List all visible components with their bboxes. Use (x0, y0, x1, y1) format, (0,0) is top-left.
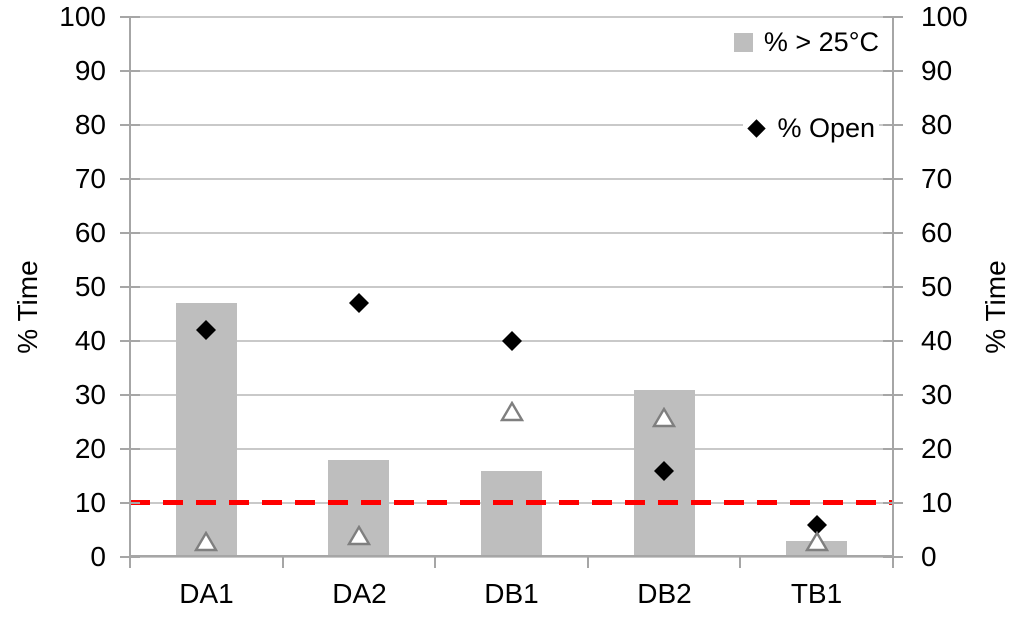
triangle-marker-da1 (194, 530, 219, 552)
gridline-0 (130, 556, 893, 558)
x-tick-4 (739, 557, 742, 568)
y-tick-left-30 (120, 394, 140, 396)
y-tick-label-left-80: 80 (74, 109, 106, 140)
y-tick-label-right-100: 100 (921, 1, 968, 32)
diamond-marker-tb1 (806, 514, 828, 536)
y-tick-label-right-10: 10 (921, 487, 953, 518)
bar-da1 (175, 303, 237, 557)
y-tick-label-left-40: 40 (74, 325, 106, 356)
x-tick-1 (281, 557, 284, 568)
y-tick-right-60 (883, 232, 903, 234)
y-tick-right-80 (883, 124, 903, 126)
gridline-50 (130, 286, 893, 288)
y-tick-label-left-30: 30 (74, 379, 106, 410)
x-tick-0 (129, 557, 131, 568)
x-tick-2 (434, 557, 437, 568)
x-label-db2: DB2 (637, 578, 692, 609)
y-tick-right-90 (883, 70, 903, 72)
y-axis-line-left (129, 17, 131, 559)
y-tick-left-80 (120, 124, 140, 126)
legend-label-open: % Open (777, 113, 875, 143)
y-tick-right-30 (883, 394, 903, 396)
y-axis-line-right (892, 17, 894, 559)
x-tick-3 (586, 557, 589, 568)
x-label-db1: DB1 (484, 578, 539, 609)
y-tick-label-right-80: 80 (921, 109, 953, 140)
gridline-30 (130, 394, 893, 396)
y-tick-left-100 (120, 16, 140, 18)
y-tick-right-70 (883, 178, 903, 180)
y-tick-left-60 (120, 232, 140, 234)
x-axis-line (130, 555, 893, 557)
y-tick-label-right-50: 50 (921, 271, 953, 302)
y-tick-label-right-60: 60 (921, 217, 953, 248)
y-tick-label-right-40: 40 (921, 325, 953, 356)
gridline-100 (130, 16, 893, 18)
reference-line-10pct (130, 500, 893, 505)
y-tick-right-50 (883, 286, 903, 288)
triangle-marker-da2 (346, 525, 371, 546)
y-tick-label-left-50: 50 (74, 271, 106, 302)
x-tick-5 (892, 557, 894, 568)
legend-label-bars: % > 25°C (763, 27, 879, 57)
y-tick-right-40 (883, 340, 903, 342)
y-tick-right-100 (883, 16, 903, 18)
x-label-da2: DA2 (332, 578, 387, 609)
x-label-da1: DA1 (179, 578, 234, 609)
legend-square-swatch-icon (733, 33, 753, 52)
y-tick-left-20 (120, 448, 140, 450)
bar-db1 (481, 470, 542, 557)
x-label-tb1: TB1 (790, 578, 843, 609)
y-tick-left-40 (120, 340, 140, 342)
y-tick-label-left-20: 20 (74, 433, 106, 464)
y-tick-label-right-90: 90 (921, 55, 953, 86)
y-tick-left-90 (120, 70, 140, 72)
legend-item-open: % Open (743, 111, 879, 146)
triangle-marker-db1 (499, 400, 524, 422)
gridline-80 (130, 124, 893, 126)
y-tick-right-20 (883, 448, 903, 450)
y-tick-label-left-100: 100 (59, 1, 106, 32)
y-tick-label-right-0: 0 (921, 541, 937, 572)
y-tick-label-left-10: 10 (74, 487, 106, 518)
diamond-marker-db2 (653, 460, 675, 482)
y-tick-right-10 (883, 502, 903, 504)
gridline-90 (130, 70, 893, 72)
y-tick-left-50 (120, 286, 140, 288)
plot-area: % > 25°C % Open (120, 16, 903, 568)
diamond-marker-da1 (195, 319, 217, 341)
diamond-marker-db1 (501, 330, 523, 352)
gridline-20 (130, 448, 893, 450)
gridline-60 (130, 232, 893, 234)
y-tick-label-right-30: 30 (921, 379, 953, 410)
triangle-marker-tb1 (804, 530, 829, 552)
y-tick-left-70 (120, 178, 140, 180)
y-tick-label-left-70: 70 (74, 163, 106, 194)
y-tick-left-10 (120, 502, 140, 504)
y-tick-label-right-20: 20 (921, 433, 953, 464)
triangle-marker-db2 (651, 406, 677, 428)
y-tick-label-left-60: 60 (74, 217, 106, 248)
legend-item-bars: % > 25°C (729, 25, 883, 60)
y-tick-label-left-0: 0 (90, 541, 106, 572)
legend-diamond-icon (747, 119, 767, 138)
diamond-marker-da2 (348, 292, 370, 314)
y-tick-label-right-70: 70 (921, 163, 953, 194)
gridline-70 (130, 178, 893, 180)
y-tick-label-left-90: 90 (74, 55, 106, 86)
